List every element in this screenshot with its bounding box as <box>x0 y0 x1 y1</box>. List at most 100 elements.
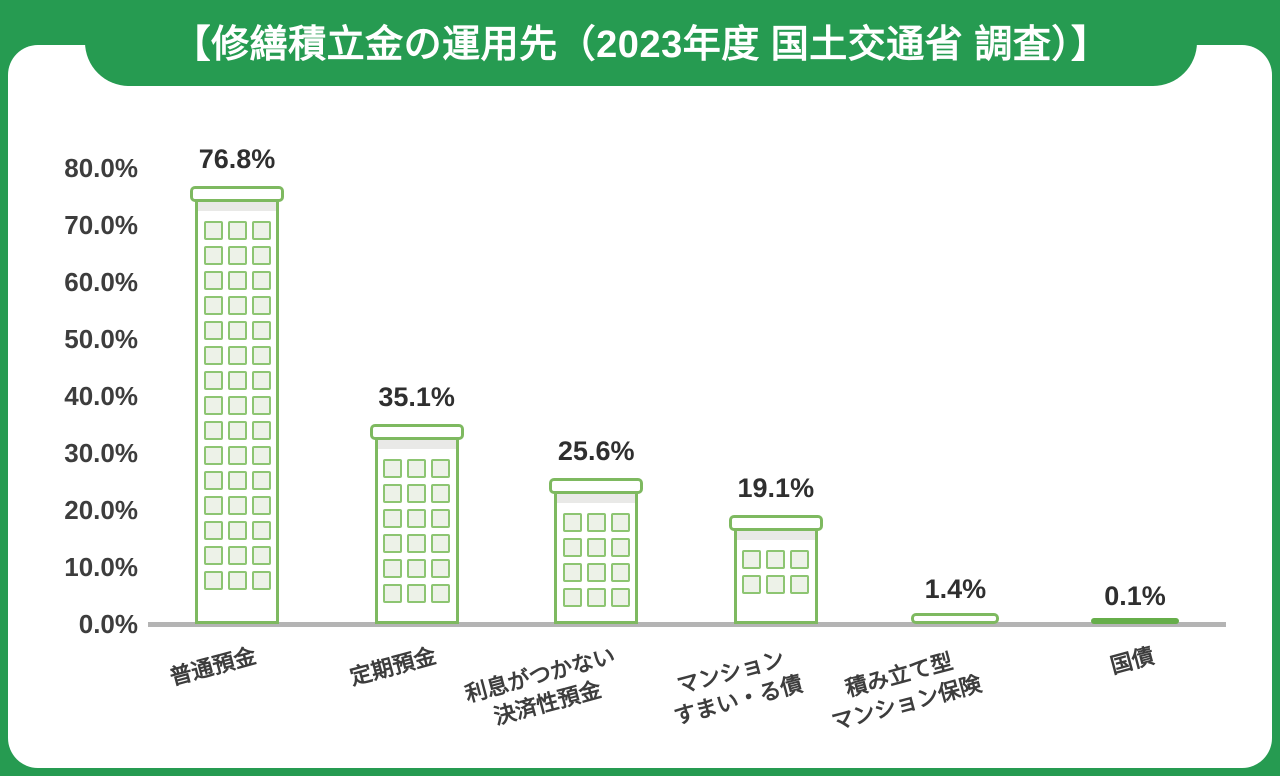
building-body <box>374 439 459 624</box>
building-window-icon <box>407 558 427 578</box>
building-window-icon <box>203 396 223 416</box>
building-body <box>195 202 279 624</box>
bar-value-label: 25.6% <box>557 436 635 467</box>
x-axis-baseline <box>148 622 1226 627</box>
building-window-icon <box>383 583 403 603</box>
building-window-icon <box>407 583 427 603</box>
building-window-icon <box>790 550 810 570</box>
building-window-icon <box>562 563 582 583</box>
building-window-icon <box>227 396 247 416</box>
building-window-icon <box>251 271 271 291</box>
building-window-icon <box>383 558 403 578</box>
building-window-icon <box>251 571 271 591</box>
building-window-icon <box>586 588 606 608</box>
building-body <box>554 494 639 624</box>
building-body <box>733 531 818 624</box>
building-window-icon <box>227 221 247 241</box>
building-roof-shadow <box>736 531 815 541</box>
bar-value-label: 0.1% <box>1104 581 1166 612</box>
y-axis-tick-label: 30.0% <box>64 438 138 468</box>
building-window-icon <box>790 575 810 595</box>
building-window-icon <box>431 483 451 503</box>
bar-value-label: 35.1% <box>378 381 455 412</box>
building-window-icon <box>407 483 427 503</box>
building-window-icon <box>251 471 271 491</box>
building-window-icon <box>203 446 223 466</box>
building-window-icon <box>203 221 223 241</box>
bar-building-roof-only <box>911 613 1000 624</box>
building-window-icon <box>431 558 451 578</box>
chart-title: 【修繕積立金の運用先（2023年度 国土交通省 調査）】 <box>172 24 1110 66</box>
building-window-icon <box>227 371 247 391</box>
building-roof <box>190 186 284 203</box>
building-window-grid <box>378 458 456 603</box>
building-window-icon <box>251 321 271 341</box>
building-window-icon <box>383 508 403 528</box>
building-window-icon <box>562 513 582 533</box>
building-window-icon <box>203 371 223 391</box>
building-window-icon <box>203 271 223 291</box>
y-axis-tick-label: 50.0% <box>64 324 138 354</box>
building-window-icon <box>610 538 630 558</box>
building-window-icon <box>251 396 271 416</box>
building-window-icon <box>407 533 427 553</box>
building-window-icon <box>431 583 451 603</box>
y-axis-tick-label: 40.0% <box>64 381 138 411</box>
bar-building <box>369 423 464 624</box>
building-window-icon <box>203 246 223 266</box>
building-roof-shadow <box>377 439 456 449</box>
building-window-icon <box>203 521 223 541</box>
building-window-icon <box>227 321 247 341</box>
building-window-icon <box>227 546 247 566</box>
bar-flat-line <box>1091 618 1179 624</box>
bar-value-label: 19.1% <box>737 473 815 504</box>
building-window-icon <box>562 538 582 558</box>
building-window-icon <box>383 533 403 553</box>
x-axis-label-text: 普通預金 <box>167 642 259 690</box>
building-window-icon <box>586 563 606 583</box>
building-window-icon <box>203 296 223 316</box>
building-roof <box>728 515 823 532</box>
building-window-icon <box>766 575 786 595</box>
y-axis-tick-label: 70.0% <box>64 210 138 240</box>
bar-building <box>190 186 284 624</box>
bar-value-label: 1.4% <box>924 574 987 605</box>
bar-value-label: 76.8% <box>198 144 276 175</box>
building-window-grid <box>557 513 635 608</box>
building-window-icon <box>251 346 271 366</box>
building-window-icon <box>742 575 762 595</box>
building-window-icon <box>251 371 271 391</box>
building-window-icon <box>742 550 762 570</box>
building-roof <box>369 423 464 440</box>
building-window-icon <box>586 513 606 533</box>
building-window-icon <box>251 421 271 441</box>
building-window-icon <box>227 346 247 366</box>
building-window-icon <box>251 446 271 466</box>
building-window-icon <box>251 221 271 241</box>
building-window-icon <box>203 421 223 441</box>
building-window-icon <box>203 346 223 366</box>
building-window-icon <box>227 571 247 591</box>
x-axis-label-text: 定期預金 <box>346 642 439 690</box>
building-window-icon <box>431 533 451 553</box>
building-window-icon <box>203 471 223 491</box>
building-window-icon <box>431 458 451 478</box>
building-window-icon <box>227 471 247 491</box>
building-roof-shadow <box>557 494 636 504</box>
building-window-icon <box>227 496 247 516</box>
building-window-icon <box>383 458 403 478</box>
building-window-grid <box>198 221 276 591</box>
building-window-icon <box>251 246 271 266</box>
building-window-icon <box>227 446 247 466</box>
y-axis-tick-label: 20.0% <box>64 495 138 525</box>
building-window-icon <box>203 321 223 341</box>
y-axis-tick-label: 10.0% <box>64 552 138 582</box>
y-axis-tick-label: 0.0% <box>78 609 138 639</box>
building-window-icon <box>383 483 403 503</box>
building-window-icon <box>251 546 271 566</box>
building-window-icon <box>251 296 271 316</box>
building-window-icon <box>251 496 271 516</box>
building-window-icon <box>227 271 247 291</box>
x-axis-label-text: 国債 <box>1107 642 1157 679</box>
building-window-icon <box>227 246 247 266</box>
